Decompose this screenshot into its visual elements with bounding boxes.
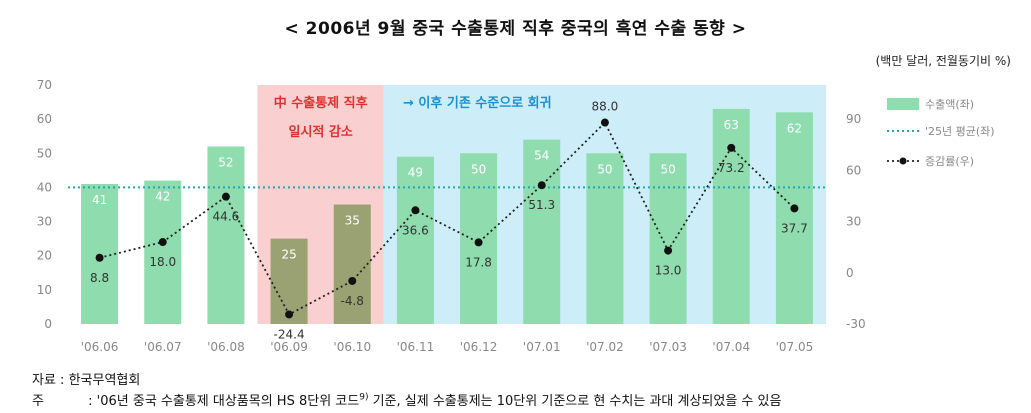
bar-value-label: 25 [281,248,296,262]
bar [586,153,624,324]
left-axis-tick: 50 [37,146,52,160]
left-axis-tick: 40 [37,180,52,194]
right-axis-tick: 90 [846,112,861,126]
growth-rate-label: 37.7 [781,221,808,235]
growth-rate-point [411,206,420,215]
bar [333,204,371,324]
bar-value-label: 50 [597,162,612,176]
bar [649,153,687,324]
x-axis-tick: '07.04 [712,340,750,354]
bar [523,139,561,324]
legend-label-growth: 증감률(우) [925,155,974,168]
x-axis-tick: '07.01 [523,340,561,354]
chart-title: < 2006년 9월 중국 수출통제 직후 중국의 흑연 수출 동향 > [284,19,747,39]
growth-rate-point [600,118,609,127]
legend-label-bar: 수출액(좌) [925,98,974,111]
growth-rate-label: 8.8 [90,271,109,285]
x-axis-tick: '06.07 [144,340,182,354]
annotation-control: 中 수출통제 직후 [274,95,368,111]
growth-rate-point [790,204,799,213]
bar [207,146,245,324]
footnote: 주 : '06년 중국 수출통제 대상품목의 HS 8단위 코드9) 기준, 실… [32,390,781,409]
growth-rate-label: 36.6 [402,223,429,237]
growth-rate-label: -24.4 [274,327,305,341]
left-axis-tick: 0 [44,317,52,331]
left-axis-tick: 30 [37,215,52,229]
bar [712,108,750,325]
right-axis-tick: 60 [846,163,861,177]
growth-rate-line [99,121,796,316]
growth-rate-point [158,238,167,247]
unit-label: (백만 달러, 전월동기비 %) [875,54,1011,68]
growth-rate-point [221,192,230,201]
left-axis-tick: 60 [37,112,52,126]
chart: 0 10 20 30 40 50 60 70 -30 0 30 60 90 41 42 52 25 35 49 50 5… [37,78,995,354]
growth-rate-label: 88.0 [592,100,619,114]
left-axis-tick: 20 [37,249,52,263]
x-axis-tick: '06.10 [333,340,371,354]
bar [775,112,813,324]
right-axis-tick: -30 [846,317,866,331]
growth-rate-point [95,253,104,262]
bar-value-label: 41 [92,193,107,207]
legend-swatch-bar [887,98,919,110]
bar [396,156,434,324]
source-note: 자료 : 한국무역협회 [32,373,141,388]
growth-rate-point [348,276,357,285]
growth-rate-point [727,143,736,152]
x-axis-tick: '07.03 [649,340,687,354]
legend-label-average: '25년 평균(좌) [925,125,995,138]
x-axis-tick: '06.11 [397,340,435,354]
x-axis-tick: '07.05 [776,340,814,354]
legend-swatch-growth-marker [899,157,907,165]
x-axis-tick: '06.09 [270,340,308,354]
growth-rate-label: 44.6 [213,210,240,224]
right-axis-tick: 0 [846,266,854,280]
bar-value-label: 50 [660,162,675,176]
footnote-superscript: 9) [359,392,369,403]
bar-value-label: 54 [534,149,549,163]
footnote-text-after: 기준, 실제 수출통제는 10단위 기준으로 현 수치는 과대 계상되었을 수 … [368,394,782,409]
x-axis-tick: '06.06 [81,340,119,354]
right-axis-tick: 30 [846,215,861,229]
growth-rate-point [285,310,294,319]
bar [270,238,308,324]
growth-rate-label: 17.8 [465,255,492,269]
bar-value-label: 63 [724,118,739,132]
growth-rate-point [474,238,483,247]
bar [144,180,182,324]
x-axis-tick: '06.12 [460,340,498,354]
bar-value-label: 42 [155,190,170,204]
growth-rate-label: 13.0 [655,264,682,278]
growth-rate-label: 51.3 [528,198,555,212]
growth-rate-point [537,181,546,190]
bar-value-label: 52 [218,155,233,169]
bar-value-label: 62 [787,121,802,135]
x-axis-tick: '06.08 [207,340,245,354]
bar-value-label: 49 [408,166,423,180]
annotation-drop: 일시적 감소 [289,124,353,140]
footnote-text-before: : '06년 중국 수출통제 대상품목의 HS 8단위 코드 [84,394,360,409]
growth-rate-label: 18.0 [149,255,176,269]
left-axis-tick: 10 [37,283,52,297]
x-axis-tick: '07.02 [586,340,624,354]
growth-rate-label: -4.8 [341,294,364,308]
growth-rate-point [664,246,673,255]
left-axis-tick: 70 [37,78,52,92]
footnote-label: 주 [32,394,44,409]
annotation-recovery: → 이후 기존 수준으로 회귀 [403,95,552,111]
growth-rate-label: 73.2 [718,161,745,175]
bar-value-label: 35 [345,214,360,228]
bar-value-label: 50 [471,162,486,176]
